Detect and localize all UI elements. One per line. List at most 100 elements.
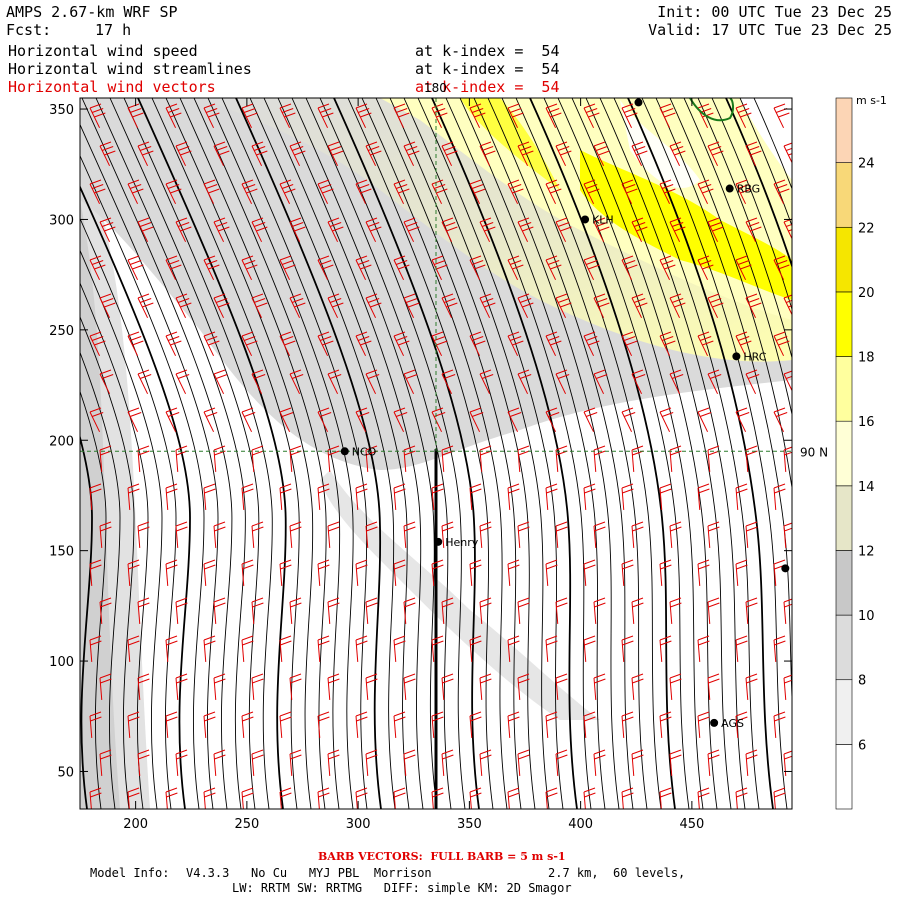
wind-barb-327 <box>735 255 752 281</box>
wind-barb-17 <box>99 749 112 776</box>
streamline-43 <box>445 98 592 809</box>
wind-barb-253 <box>583 331 600 357</box>
wind-barb-271 <box>631 293 648 319</box>
wind-barb-348 <box>773 331 790 357</box>
wind-barb-10 <box>89 483 102 510</box>
wind-barb-218 <box>517 445 530 472</box>
wind-barb-31 <box>127 559 140 586</box>
wind-barb-322 <box>697 787 710 809</box>
wind-barb-36 <box>137 749 150 776</box>
model-title: AMPS 2.67-km WRF SP <box>6 3 178 21</box>
streamline-3 <box>0 98 36 809</box>
wind-barb-103 <box>279 407 294 433</box>
wind-barb-236 <box>545 407 560 433</box>
wind-barb-55 <box>175 749 188 776</box>
wind-barb-138 <box>365 293 382 319</box>
wind-barb-134 <box>365 141 382 167</box>
wind-barb-89 <box>251 597 264 624</box>
colorbar-segment <box>835 226 853 293</box>
streamline-13 <box>80 217 177 809</box>
wind-barb-277 <box>631 521 644 548</box>
station-rbg: RBG <box>725 183 760 196</box>
wind-barb-64 <box>213 369 228 395</box>
streamline-1 <box>0 98 8 809</box>
wind-barb-325 <box>735 179 752 205</box>
wind-barb-350 <box>773 407 788 433</box>
streamline-25 <box>193 98 341 809</box>
wind-barb-274 <box>621 407 636 433</box>
wind-barb-248 <box>593 141 610 167</box>
wind-barb-39 <box>175 141 192 167</box>
wind-barb-6 <box>89 331 106 357</box>
colorbar-tick-label: 22 <box>858 221 875 236</box>
wind-barb-140 <box>365 369 380 395</box>
wind-barb-202 <box>469 559 482 586</box>
wind-barb-51 <box>175 597 188 624</box>
wind-barb-333 <box>735 483 748 510</box>
streamline-63 <box>725 98 792 269</box>
wind-barb-295 <box>659 483 672 510</box>
colorbar-segment <box>835 420 853 487</box>
wind-barb-234 <box>545 331 562 357</box>
y-tick-label: 100 <box>49 655 74 670</box>
wind-barb-144 <box>365 521 378 548</box>
wind-barb-188 <box>441 749 454 776</box>
wind-barb-163 <box>403 521 416 548</box>
wind-barb-320 <box>697 711 710 738</box>
wind-barb-34 <box>137 673 150 700</box>
wind-barb-181 <box>431 483 444 510</box>
wind-barb-96 <box>289 141 306 167</box>
wind-barb-59 <box>203 179 220 205</box>
wind-barb-340 <box>745 749 758 776</box>
colorbar-segment <box>835 162 853 228</box>
wind-barb-111 <box>279 711 292 738</box>
streamline-41 <box>417 98 564 809</box>
streamline-4 <box>0 98 50 809</box>
wind-barb-18 <box>89 787 102 809</box>
wind-barb-308 <box>697 255 714 281</box>
y-tick-label: 50 <box>57 765 74 780</box>
wind-barb-148 <box>365 673 378 700</box>
grid-info: 2.7 km, 60 levels, <box>548 866 686 880</box>
wind-barb-60 <box>213 217 230 243</box>
wind-barb-190 <box>469 103 486 129</box>
wind-barb-324 <box>745 141 762 167</box>
colorbar-segment <box>835 550 853 616</box>
streamline-53 <box>585 98 732 809</box>
wind-barb-312 <box>697 407 712 433</box>
colorbar-segment <box>835 485 853 551</box>
wind-barb-95 <box>279 103 296 129</box>
wind-barb-261 <box>583 635 596 662</box>
wind-barb-342 <box>773 103 790 129</box>
wind-barb-129 <box>327 673 340 700</box>
wind-barb-208 <box>469 787 482 809</box>
wind-barb-300 <box>669 673 682 700</box>
coastline <box>689 98 734 122</box>
wind-barb-267 <box>631 141 648 167</box>
wind-barb-168 <box>393 711 406 738</box>
wind-barb-108 <box>289 597 302 624</box>
wind-barb-244 <box>545 711 558 738</box>
wind-barb-32 <box>137 597 150 624</box>
wind-barb-289 <box>659 255 676 281</box>
wind-barb-139 <box>355 331 372 357</box>
wind-barb-75 <box>203 787 216 809</box>
streamline-46 <box>487 98 634 809</box>
wind-barb-68 <box>213 521 226 548</box>
streamlines-layer <box>0 98 792 809</box>
wind-barb-145 <box>355 559 368 586</box>
station-klh: KLH <box>581 213 614 226</box>
wind-barb-62 <box>213 293 230 319</box>
wind-barb-136 <box>365 217 382 243</box>
station-unnamed-7 <box>781 564 790 573</box>
streamline-29 <box>249 98 396 809</box>
streamline-14 <box>80 184 191 809</box>
wind-barb-346 <box>773 255 790 281</box>
wind-barb-301 <box>659 711 672 738</box>
streamline-60 <box>683 98 792 417</box>
wind-barb-21 <box>127 179 144 205</box>
wind-barb-195 <box>479 293 496 319</box>
wind-barb-24 <box>137 293 154 319</box>
wind-barb-216 <box>517 369 532 395</box>
wind-barb-194 <box>469 255 486 281</box>
